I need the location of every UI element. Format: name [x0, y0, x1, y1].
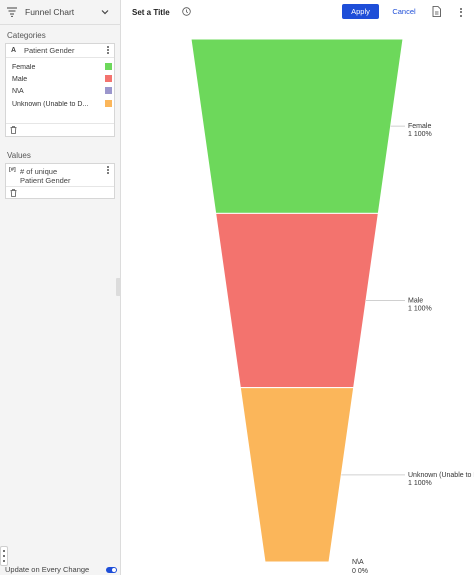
divider	[0, 24, 121, 25]
divider	[6, 123, 114, 124]
categories-field[interactable]: A Patient Gender	[6, 44, 114, 56]
trash-icon[interactable]	[10, 126, 17, 134]
funnel-icon	[7, 7, 17, 17]
more-options-icon[interactable]	[459, 6, 463, 18]
funnel-segment-female	[190, 38, 404, 214]
legend-item-female[interactable]: Female	[12, 62, 116, 72]
divider	[6, 186, 114, 187]
funnel-value-male: 1 100%	[408, 306, 432, 313]
resize-handle[interactable]	[116, 278, 121, 296]
text-type-icon: A	[11, 46, 17, 54]
cancel-button[interactable]: Cancel	[392, 7, 416, 16]
chart-title[interactable]: Set a Title	[132, 8, 170, 17]
categories-field-box: A Patient Gender Female Male N\A Unknown…	[5, 43, 115, 137]
funnel-label-female: Female	[408, 123, 431, 130]
side-menu-icon[interactable]	[0, 546, 8, 566]
legend-item-label: N\A	[12, 87, 24, 95]
info-icon[interactable]	[182, 7, 191, 16]
color-swatch[interactable]	[105, 87, 112, 94]
values-field-box: [#] # of unique Patient Gender	[5, 163, 115, 199]
toolbar: Set a Title Apply Cancel	[122, 0, 474, 24]
categories-field-menu-icon[interactable]	[106, 45, 110, 55]
funnel-value-unknown-unable-to-determi: 1 100%	[408, 480, 432, 487]
color-swatch[interactable]	[105, 75, 112, 82]
numeric-type-icon: [#]	[9, 167, 16, 173]
sidebar: Funnel Chart Categories A Patient Gender…	[0, 0, 121, 575]
legend-item-unknown[interactable]: Unknown (Unable to D...	[12, 99, 116, 109]
chart-type-label: Funnel Chart	[25, 7, 75, 17]
apply-button[interactable]: Apply	[342, 4, 379, 19]
values-field[interactable]: [#] # of unique Patient Gender	[6, 164, 114, 186]
update-on-change-toggle[interactable]	[106, 567, 117, 573]
divider	[6, 57, 114, 58]
chart-type-selector[interactable]: Funnel Chart	[3, 3, 116, 21]
funnel-segment-male	[215, 212, 379, 389]
document-icon[interactable]	[432, 6, 441, 17]
funnel-value-n-a: 0 0%	[352, 568, 368, 575]
values-label: Values	[7, 151, 31, 160]
categories-label: Categories	[7, 31, 46, 40]
color-swatch[interactable]	[105, 63, 112, 70]
values-field-name-line2: Patient Gender	[20, 176, 71, 185]
funnel-chart: Female 1 100% Male 1 100% Unknown (Unable to…	[122, 24, 474, 575]
chevron-down-icon[interactable]	[100, 7, 110, 17]
funnel-label-n-a: N\A	[352, 559, 364, 566]
values-field-name-line1: # of unique	[20, 167, 58, 176]
funnel-label-unknown-unable-to-determi: Unknown (Unable to Determi...	[408, 472, 474, 479]
legend-item-label: Male	[12, 75, 28, 83]
legend-item-label: Female	[12, 63, 36, 71]
funnel-label-male: Male	[408, 298, 423, 305]
categories-field-name: Patient Gender	[24, 45, 75, 55]
update-on-change-bar: Update on Every Change	[0, 560, 121, 575]
values-field-menu-icon[interactable]	[106, 165, 110, 175]
funnel-segment-unknown-unable-to-determi	[239, 387, 355, 563]
legend-item-label: Unknown (Unable to D...	[12, 100, 89, 108]
trash-icon[interactable]	[10, 189, 17, 197]
update-on-change-label: Update on Every Change	[5, 565, 90, 574]
legend-item-male[interactable]: Male	[12, 74, 116, 84]
legend-item-na[interactable]: N\A	[12, 86, 116, 96]
funnel-value-female: 1 100%	[408, 131, 432, 138]
color-swatch[interactable]	[105, 100, 112, 107]
